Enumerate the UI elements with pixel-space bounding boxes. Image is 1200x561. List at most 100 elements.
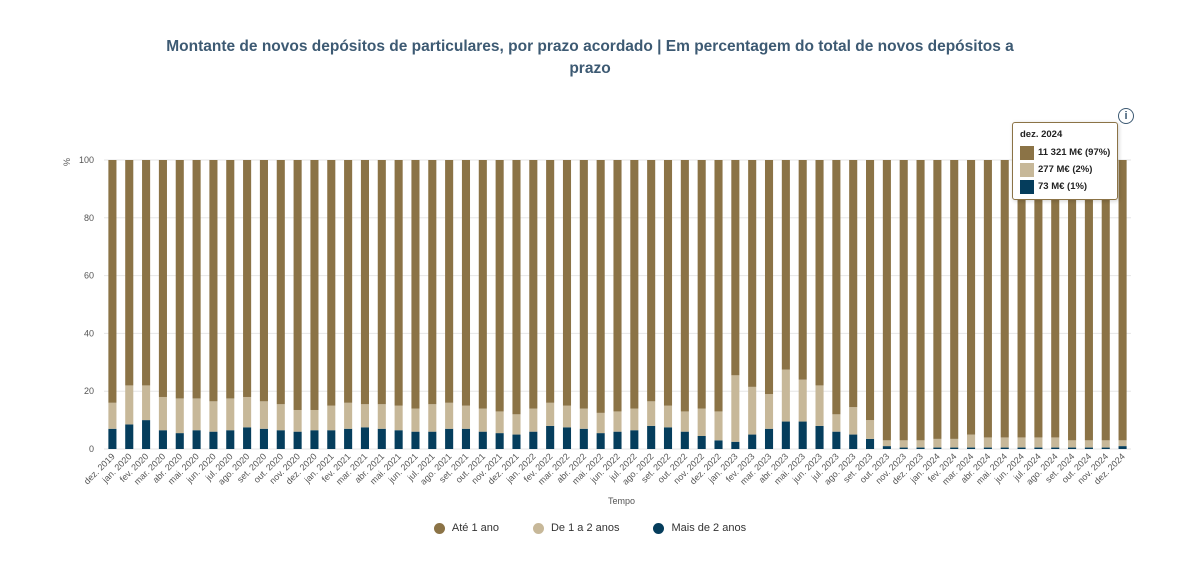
bar-segment[interactable] [1051, 437, 1060, 448]
bar-segment[interactable] [781, 160, 790, 370]
bar-segment[interactable] [411, 160, 420, 409]
bar-segment[interactable] [1118, 440, 1127, 447]
bar-segment[interactable] [276, 404, 285, 431]
bar-segment[interactable] [579, 408, 588, 429]
bar-segment[interactable] [310, 409, 319, 431]
bar-segment[interactable] [428, 160, 437, 405]
bar-segment[interactable] [731, 160, 740, 376]
bar-segment[interactable] [209, 401, 218, 432]
bar-segment[interactable] [630, 408, 639, 431]
bar-segment[interactable] [377, 428, 386, 449]
bar-segment[interactable] [916, 447, 925, 449]
bar-segment[interactable] [849, 434, 858, 449]
bar-segment[interactable] [377, 160, 386, 405]
bar-segment[interactable] [461, 428, 471, 449]
bar-segment[interactable] [293, 409, 302, 432]
bar-segment[interactable] [967, 434, 976, 448]
bar-segment[interactable] [546, 402, 555, 426]
bar-segment[interactable] [933, 160, 942, 439]
bar-segment[interactable] [461, 160, 471, 406]
bar-segment[interactable] [798, 160, 807, 380]
bar-segment[interactable] [916, 160, 925, 441]
bar-segment[interactable] [529, 408, 538, 432]
bar-segment[interactable] [916, 440, 925, 448]
bar-segment[interactable] [445, 402, 454, 429]
bar-segment[interactable] [259, 428, 268, 449]
bar-segment[interactable] [663, 160, 673, 406]
legend-item-mais-de-2-anos[interactable]: Mais de 2 anos [653, 522, 746, 534]
bar-segment[interactable] [428, 431, 437, 449]
bar-segment[interactable] [108, 160, 117, 403]
bar-segment[interactable] [613, 411, 622, 432]
bar-segment[interactable] [226, 430, 235, 449]
bar-segment[interactable] [1017, 447, 1026, 449]
bar-segment[interactable] [764, 428, 774, 449]
bar-segment[interactable] [697, 435, 706, 449]
bar-segment[interactable] [748, 434, 757, 449]
bar-segment[interactable] [512, 414, 521, 435]
bar-segment[interactable] [983, 447, 992, 449]
bar-segment[interactable] [663, 427, 673, 449]
bar-segment[interactable] [731, 441, 740, 449]
bar-segment[interactable] [579, 160, 588, 409]
bar-segment[interactable] [108, 428, 117, 449]
bar-segment[interactable] [529, 431, 538, 449]
bar-segment[interactable] [327, 405, 336, 431]
bar-segment[interactable] [647, 401, 656, 426]
bar-segment[interactable] [1000, 160, 1009, 438]
bar-segment[interactable] [360, 160, 369, 405]
bar-segment[interactable] [680, 431, 689, 449]
bar-segment[interactable] [1017, 160, 1026, 438]
bar-segment[interactable] [360, 404, 369, 428]
bar-segment[interactable] [933, 447, 942, 449]
bar-segment[interactable] [1034, 447, 1043, 449]
bar-segment[interactable] [866, 438, 875, 449]
bar-segment[interactable] [1084, 160, 1093, 441]
bar-segment[interactable] [546, 160, 555, 403]
bar-segment[interactable] [243, 427, 252, 449]
bar-segment[interactable] [832, 431, 841, 449]
bar-segment[interactable] [142, 160, 151, 386]
bar-segment[interactable] [428, 404, 437, 432]
bar-segment[interactable] [882, 160, 891, 441]
bar-segment[interactable] [562, 405, 572, 428]
bar-segment[interactable] [344, 402, 353, 429]
bar-segment[interactable] [293, 431, 302, 449]
bar-segment[interactable] [394, 405, 403, 431]
bar-segment[interactable] [849, 160, 858, 408]
bar-segment[interactable] [192, 430, 201, 449]
bar-segment[interactable] [310, 160, 319, 410]
bar-segment[interactable] [142, 385, 151, 421]
bar-segment[interactable] [781, 421, 790, 449]
bar-segment[interactable] [411, 431, 420, 449]
bar-segment[interactable] [1068, 160, 1077, 441]
bar-segment[interactable] [731, 375, 740, 442]
bar-segment[interactable] [697, 160, 706, 409]
bar-segment[interactable] [529, 160, 538, 409]
bar-segment[interactable] [276, 160, 285, 405]
bar-segment[interactable] [933, 438, 942, 448]
bar-segment[interactable] [512, 434, 521, 449]
bar-segment[interactable] [125, 424, 134, 449]
bar-segment[interactable] [209, 160, 218, 402]
bar-segment[interactable] [764, 160, 774, 395]
bar-segment[interactable] [697, 408, 706, 436]
bar-segment[interactable] [748, 386, 757, 435]
bar-segment[interactable] [344, 428, 353, 449]
bar-segment[interactable] [596, 433, 605, 449]
bar-segment[interactable] [899, 440, 908, 448]
bar-segment[interactable] [175, 398, 184, 434]
bar-segment[interactable] [950, 160, 959, 439]
bar-segment[interactable] [1068, 447, 1077, 449]
bar-segment[interactable] [192, 398, 201, 431]
bar-segment[interactable] [647, 160, 656, 402]
bar-segment[interactable] [663, 405, 673, 428]
legend-item-ate-1-ano[interactable]: Até 1 ano [433, 522, 499, 534]
bar-segment[interactable] [950, 438, 959, 448]
bar-segment[interactable] [108, 402, 117, 429]
bar-segment[interactable] [125, 385, 134, 425]
bar-segment[interactable] [360, 427, 369, 449]
bar-segment[interactable] [226, 398, 235, 431]
bar-segment[interactable] [630, 160, 639, 409]
bar-segment[interactable] [882, 440, 891, 447]
